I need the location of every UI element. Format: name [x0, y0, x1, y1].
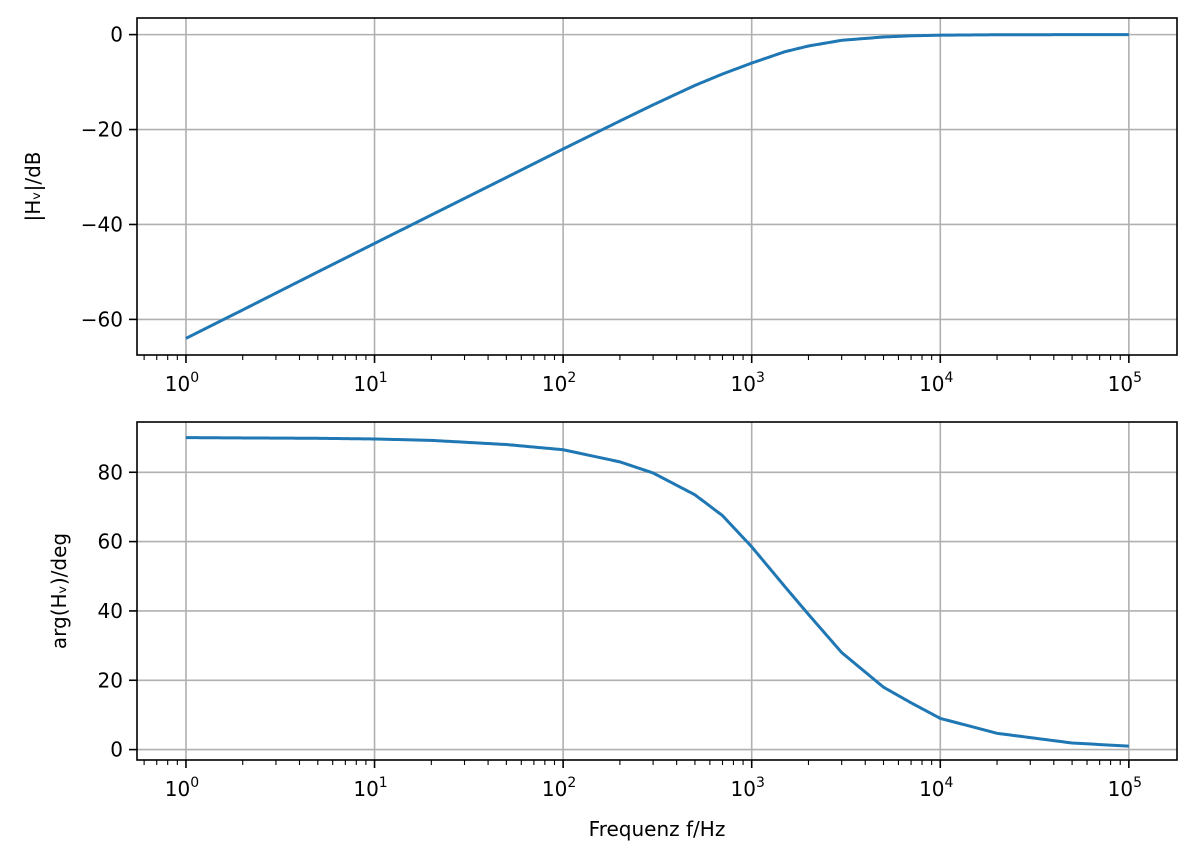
y-tick-label: 20	[98, 668, 123, 692]
x-tick-label: 102	[542, 775, 576, 801]
phase-plot: 100 101 102 103 104 105 0 20 40 60 80 arg(Hᵥ)/deg Fr…	[47, 421, 1178, 841]
x-tick-label: 104	[919, 775, 953, 801]
y-tick-label: −20	[81, 118, 123, 142]
magnitude-plot: 100 101 102 103 104 105 0 −20 −40 −60 |Hᵥ|/dB	[21, 17, 1178, 396]
y-tick-label: −40	[81, 212, 123, 236]
series-line-0-0	[185, 33, 1129, 340]
x-tick-label: 102	[542, 370, 576, 396]
x-tick-label: 100	[165, 775, 199, 801]
axes-frame	[136, 421, 1178, 761]
x-axis-label: Frequenz f/Hz	[589, 817, 726, 841]
y-tick-label: 0	[110, 738, 123, 762]
x-tick-label: 103	[731, 370, 765, 396]
y-axis-label: |Hᵥ|/dB	[21, 151, 45, 221]
y-tick-label: 0	[110, 23, 123, 47]
x-tick-label: 101	[353, 370, 387, 396]
x-tick-label: 105	[1108, 370, 1142, 396]
series-line-1-0	[185, 436, 1129, 748]
x-tick-label: 104	[919, 370, 953, 396]
y-tick-label: 60	[98, 530, 123, 554]
x-tick-label: 105	[1108, 775, 1142, 801]
axes-frame	[136, 17, 1178, 356]
x-tick-label: 103	[731, 775, 765, 801]
x-tick-label: 101	[353, 775, 387, 801]
x-tick-label: 100	[165, 370, 199, 396]
y-tick-label: 80	[98, 460, 123, 484]
y-tick-label: −60	[81, 307, 123, 331]
y-tick-label: 40	[98, 599, 123, 623]
y-axis-label: arg(Hᵥ)/deg	[47, 533, 71, 649]
